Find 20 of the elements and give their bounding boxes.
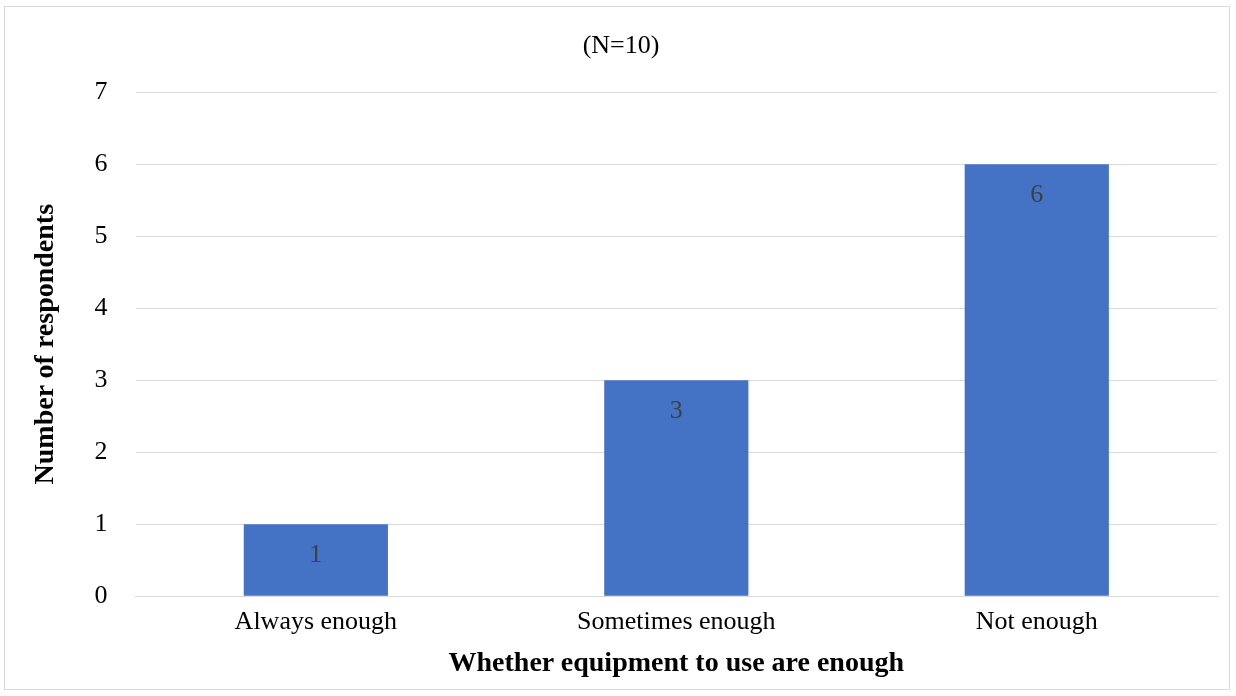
y-tick-label: 5 [94,220,108,250]
x-tick-label: Always enough [234,605,398,635]
bar [964,164,1109,596]
bar [604,380,749,596]
data-label: 1 [309,539,323,569]
y-tick-label: 3 [94,364,108,394]
y-tick-label: 4 [94,292,108,322]
y-tick-label: 2 [94,436,108,466]
data-label: 6 [1030,179,1044,209]
x-tick-label: Sometimes enough [577,605,776,635]
x-tick-label: Not enough [975,605,1098,635]
chart-title: (N=10) [582,30,660,60]
y-tick-label: 6 [94,148,108,178]
bar [243,524,388,596]
y-tick-label: 1 [94,508,108,538]
data-label: 3 [669,395,683,425]
y-tick-label: 7 [94,76,108,106]
y-tick-label: 0 [94,580,108,610]
x-axis-title: Whether equipment to use are enough [448,646,905,678]
y-axis-title: Number of respondents [28,203,60,485]
